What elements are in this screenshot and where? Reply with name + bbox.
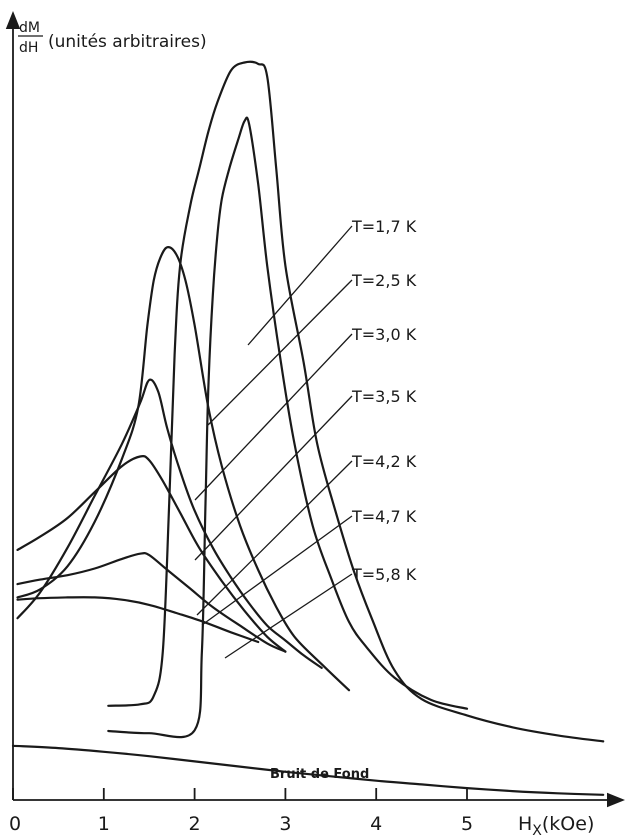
curve-label-t-3-5-k: T=3,5 K (351, 387, 417, 406)
curves (11, 60, 605, 796)
leader-line-t-4-7-k (201, 515, 353, 626)
leader-line-t-4-2-k (196, 460, 353, 616)
y-label-text: (unités arbitraires) (48, 32, 207, 52)
curve-label-t-4-2-k: T=4,2 K (351, 452, 417, 471)
x-label-units: (kOe) (542, 813, 594, 835)
leader-line-t-2-5-k (207, 279, 353, 426)
curve-label-t-1-7-k: T=1,7 K (351, 217, 417, 236)
x-tick-label: 4 (370, 813, 382, 835)
series-line-t-5-8-k (16, 596, 260, 644)
series-line-bruit-de-fond (11, 744, 605, 796)
svg-text:HX(kOe): HX(kOe) (518, 813, 594, 837)
curve-label-t-5-8-k: T=5,8 K (351, 565, 417, 584)
x-tick-label: 3 (279, 813, 291, 835)
x-label-main: H (518, 813, 532, 835)
x-tick-label: 2 (189, 813, 201, 835)
x-tick-layer: 0 1 2 3 4 5 (9, 788, 473, 835)
y-label-denominator: dH (19, 40, 38, 56)
x-tick-label: 1 (98, 813, 110, 835)
leader-line-t-3-5-k (194, 395, 353, 561)
y-axis-label: dM dH (unités arbitraires) (18, 20, 207, 56)
x-tick-label: 5 (461, 813, 473, 835)
leader-line-t-3-0-k (194, 333, 353, 501)
series-line-t-3-5-k (16, 378, 323, 669)
curve-labels: T=1,7 K T=2,5 K T=3,0 K T=3,5 K T=4,2 K T=4,7… (194, 217, 417, 782)
series-line-t-1-7-k (107, 60, 605, 743)
series-line-t-4-7-k (16, 552, 287, 653)
y-label-numerator: dM (19, 20, 40, 36)
x-label-sub: X (532, 823, 542, 837)
series-line-t-3-0-k (16, 246, 351, 692)
curve-label-t-2-5-k: T=2,5 K (351, 271, 417, 290)
x-axis-label: HX(kOe) (518, 813, 594, 837)
leader-line-t-5-8-k (224, 573, 353, 659)
series-line-t-4-2-k (16, 454, 287, 653)
series-line-t-2-5-k (107, 116, 469, 739)
curve-label-bruit-de-fond: Bruit de Fond (270, 767, 369, 782)
x-tick-label: 0 (9, 813, 21, 835)
curve-label-t-4-7-k: T=4,7 K (351, 507, 417, 526)
leader-line-t-1-7-k (247, 225, 353, 346)
curve-label-t-3-0-k: T=3,0 K (351, 325, 417, 344)
